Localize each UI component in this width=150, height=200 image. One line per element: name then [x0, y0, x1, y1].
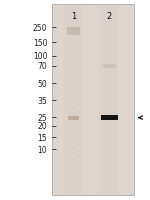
Bar	[70, 63, 77, 64]
Bar	[70, 41, 77, 42]
Bar	[103, 65, 116, 68]
Bar	[70, 94, 77, 95]
Text: 25: 25	[38, 113, 47, 122]
Text: 20: 20	[38, 122, 47, 131]
Bar	[70, 157, 77, 158]
Bar	[70, 133, 77, 134]
Bar	[70, 128, 77, 129]
Bar	[70, 135, 77, 136]
Bar	[70, 152, 77, 153]
Bar	[70, 111, 77, 112]
Bar	[70, 101, 77, 102]
Bar	[70, 140, 77, 141]
Bar	[70, 70, 77, 71]
Bar	[67, 28, 80, 35]
Bar	[70, 106, 77, 107]
Bar	[68, 116, 79, 120]
Text: 10: 10	[38, 145, 47, 154]
Bar	[70, 164, 77, 165]
Bar	[70, 154, 77, 155]
Bar	[70, 145, 77, 146]
Bar	[70, 84, 77, 85]
Bar	[70, 48, 77, 49]
Text: 50: 50	[38, 80, 47, 89]
Bar	[70, 159, 77, 160]
Text: 250: 250	[33, 24, 47, 33]
Bar	[70, 58, 77, 59]
Bar	[70, 171, 77, 172]
Bar	[70, 116, 77, 117]
Bar	[101, 115, 118, 121]
Bar	[70, 53, 77, 54]
Bar	[70, 123, 77, 124]
Bar	[70, 87, 77, 88]
Bar	[70, 55, 77, 56]
Bar	[70, 72, 77, 73]
Text: 35: 35	[38, 96, 47, 105]
Bar	[63, 5, 83, 195]
Bar	[70, 130, 77, 131]
Bar	[70, 142, 77, 143]
Bar	[70, 147, 77, 148]
Bar	[70, 31, 77, 32]
Bar	[70, 99, 77, 100]
Bar	[70, 82, 77, 83]
Bar	[70, 104, 77, 105]
Bar	[70, 36, 77, 37]
Text: 100: 100	[33, 52, 47, 61]
Bar	[99, 5, 118, 195]
Bar	[70, 46, 77, 47]
Bar	[70, 29, 77, 30]
Text: 70: 70	[38, 62, 47, 71]
Bar	[70, 169, 77, 170]
Bar	[70, 43, 77, 44]
Text: 15: 15	[38, 133, 47, 142]
Bar	[70, 118, 77, 119]
Bar	[70, 34, 77, 35]
Bar	[70, 75, 77, 76]
Bar	[52, 5, 134, 195]
Bar	[70, 77, 77, 78]
Text: 1: 1	[71, 12, 76, 21]
Bar	[70, 60, 77, 61]
Bar	[52, 6, 134, 194]
Bar	[70, 113, 77, 114]
Text: 2: 2	[107, 12, 112, 21]
Bar	[70, 65, 77, 66]
Bar	[70, 89, 77, 90]
Text: 150: 150	[33, 39, 47, 47]
Bar	[70, 162, 77, 163]
